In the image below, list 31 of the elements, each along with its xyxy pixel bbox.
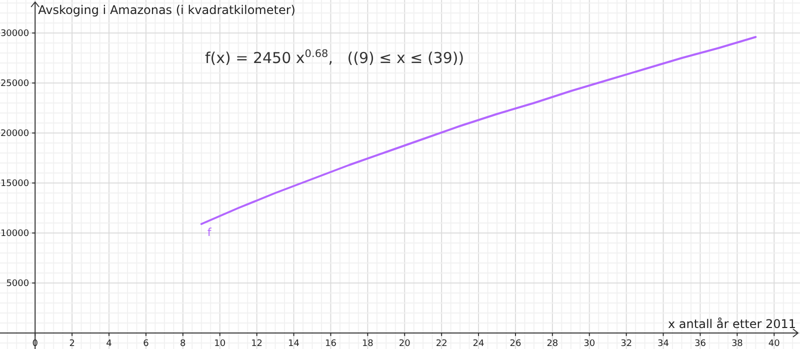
y-tick-label: 25000: [0, 79, 30, 89]
x-tick-label: 10: [214, 339, 226, 349]
y-tick-label: 10000: [0, 229, 30, 239]
y-tick-label: 30000: [0, 29, 30, 39]
y-axis-title: Avskoging i Amazonas (i kvadratkilometer): [38, 3, 296, 17]
x-tick-label: 20: [398, 339, 411, 349]
x-tick-label: 38: [731, 339, 744, 349]
x-axis-title: x antall år etter 2011: [668, 317, 796, 331]
x-tick-label: 32: [620, 339, 632, 349]
x-tick-label: 2: [69, 339, 75, 349]
x-tick-label: 26: [510, 339, 522, 349]
x-tick-label: 4: [106, 339, 112, 349]
x-tick-label: 22: [436, 339, 448, 349]
x-tick-label: 18: [362, 339, 374, 349]
series-label: f: [207, 226, 212, 239]
y-tick-label: 20000: [0, 129, 30, 139]
y-tick-label: 5000: [6, 279, 30, 289]
x-tick-label: 8: [180, 339, 186, 349]
x-tick-label: 36: [694, 339, 706, 349]
x-tick-label: 24: [472, 339, 485, 349]
x-tick-label: 14: [288, 339, 300, 349]
x-tick-label: 12: [251, 339, 263, 349]
x-tick-label: 16: [324, 339, 337, 349]
x-tick-label: 34: [658, 339, 670, 349]
x-tick-label: 30: [584, 339, 596, 349]
annotation: f(x) = 2450 x$^{0.68}$, ((9) ≤ x ≤ (39)): [205, 48, 464, 67]
line-series: [200, 36, 757, 225]
x-tick-label: 40: [768, 339, 780, 349]
x-tick-label: 28: [546, 339, 558, 349]
y-tick-label: 15000: [0, 179, 30, 189]
x-tick-label: 6: [143, 339, 150, 349]
